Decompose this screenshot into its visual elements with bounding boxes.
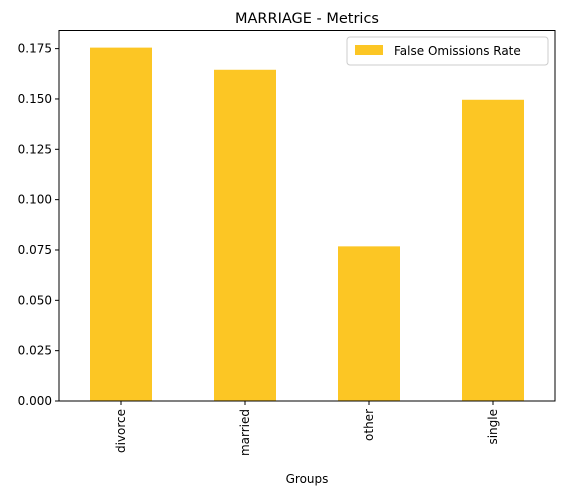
y-tick-label: 0.175 bbox=[18, 42, 52, 56]
bars-layer bbox=[90, 47, 524, 402]
axes-layer bbox=[58, 30, 556, 402]
y-tick-label: 0.025 bbox=[18, 344, 52, 358]
y-tick-label: 0.150 bbox=[18, 92, 52, 106]
x-tick-label-married: married bbox=[238, 409, 252, 456]
x-tick-label-single: single bbox=[486, 409, 500, 445]
bar-single bbox=[462, 99, 524, 401]
x-axis-label: Groups bbox=[286, 472, 329, 486]
bar-other bbox=[338, 246, 400, 401]
legend-label: False Omissions Rate bbox=[394, 44, 521, 58]
y-axis: 0.000 0.025 0.050 0.075 0.100 0.125 0.150 0.175 bbox=[18, 42, 59, 408]
legend-box bbox=[346, 36, 549, 66]
y-tick-label: 0.075 bbox=[18, 243, 52, 257]
plot-area-frame bbox=[58, 30, 556, 402]
x-axis: divorce married other single bbox=[114, 401, 500, 456]
y-tick-label: 0.000 bbox=[18, 394, 52, 408]
bar-divorce bbox=[90, 47, 152, 402]
y-tick-label: 0.125 bbox=[18, 142, 52, 156]
x-tick-label-divorce: divorce bbox=[114, 409, 128, 453]
chart-title: MARRIAGE - Metrics bbox=[235, 11, 379, 27]
y-tick-label: 0.100 bbox=[18, 193, 52, 207]
bar-married bbox=[214, 69, 276, 401]
x-tick-label-other: other bbox=[362, 409, 376, 441]
legend-swatch bbox=[355, 45, 383, 55]
y-tick-label: 0.050 bbox=[18, 293, 52, 307]
legend: False Omissions Rate bbox=[346, 36, 549, 66]
